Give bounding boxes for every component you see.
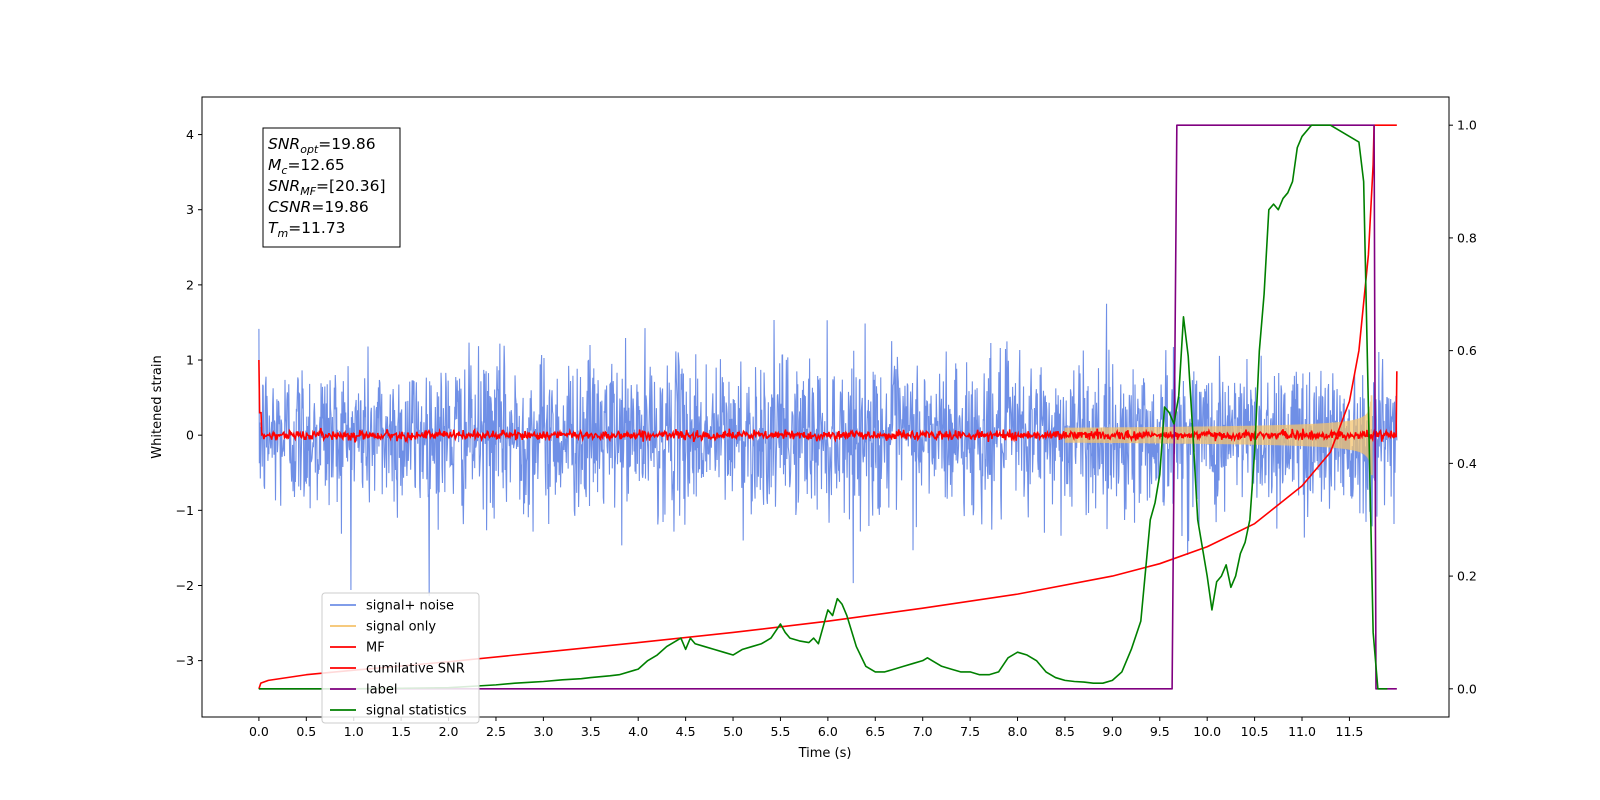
legend-label: signal statistics bbox=[366, 704, 467, 719]
info-symbol: CSNR bbox=[268, 198, 311, 216]
info-value: =19.86 bbox=[311, 198, 368, 216]
info-line: Mc=12.65 bbox=[268, 156, 345, 177]
x-tick-label: 0.0 bbox=[249, 724, 269, 739]
y2-tick-label: 1.0 bbox=[1457, 118, 1477, 133]
x-tick-label: 11.5 bbox=[1336, 724, 1364, 739]
x-tick-label: 1.5 bbox=[391, 724, 411, 739]
info-symbol: SNR bbox=[268, 135, 300, 153]
y-axis-left: −3 −2 −1 0 1 2 3 4 bbox=[176, 127, 202, 668]
y2-tick-label: 0.8 bbox=[1457, 230, 1477, 245]
y2-tick-label: 0.2 bbox=[1457, 569, 1477, 584]
x-tick-label: 1.0 bbox=[344, 724, 364, 739]
y-tick-label: 2 bbox=[186, 277, 194, 292]
y-tick-label: 4 bbox=[186, 127, 194, 142]
info-line: CSNR=19.86 bbox=[268, 198, 369, 216]
x-tick-label: 8.0 bbox=[1008, 724, 1028, 739]
x-tick-label: 2.5 bbox=[486, 724, 506, 739]
info-subscript: MF bbox=[300, 185, 316, 198]
info-line: Tm=11.73 bbox=[268, 219, 346, 240]
info-value: =11.73 bbox=[288, 219, 345, 237]
legend-entry: signal+ noise bbox=[330, 599, 454, 614]
x-tick-label: 9.0 bbox=[1102, 724, 1122, 739]
x-tick-label: 4.5 bbox=[676, 724, 696, 739]
series-signal-statistics bbox=[258, 124, 1388, 690]
x-axis-label: Time (s) bbox=[798, 746, 852, 761]
info-value: =[20.36] bbox=[316, 177, 385, 195]
info-symbol: SNR bbox=[268, 177, 300, 195]
legend: signal+ noise signal only MF cumilative SNR… bbox=[321, 592, 480, 724]
x-tick-label: 11.0 bbox=[1288, 724, 1316, 739]
info-value: =12.65 bbox=[287, 156, 344, 174]
series-signal-plus-noise bbox=[258, 303, 1398, 596]
info-subscript: m bbox=[277, 227, 288, 240]
legend-frame bbox=[321, 592, 480, 724]
y-tick-label: −3 bbox=[176, 653, 194, 668]
info-box-frame bbox=[262, 127, 401, 248]
legend-label: signal only bbox=[366, 620, 436, 635]
y-axis-right: 0.0 0.2 0.4 0.6 0.8 1.0 bbox=[1449, 118, 1477, 696]
info-symbol: T bbox=[268, 219, 279, 237]
x-tick-label: 0.5 bbox=[296, 724, 316, 739]
y-tick-label: −1 bbox=[176, 503, 194, 518]
x-tick-label: 10.0 bbox=[1193, 724, 1221, 739]
x-tick-label: 5.0 bbox=[723, 724, 743, 739]
x-tick-label: 2.0 bbox=[439, 724, 459, 739]
info-subscript: opt bbox=[300, 143, 319, 156]
y-tick-label: −2 bbox=[176, 578, 194, 593]
info-value: =19.86 bbox=[318, 135, 375, 153]
x-tick-label: 10.5 bbox=[1241, 724, 1269, 739]
y2-tick-label: 0.4 bbox=[1457, 456, 1477, 471]
info-line: SNRopt=19.86 bbox=[268, 135, 376, 156]
x-tick-label: 7.5 bbox=[960, 724, 980, 739]
info-symbol: M bbox=[268, 156, 281, 174]
legend-entry: signal only bbox=[330, 620, 436, 635]
info-line: SNRMF=[20.36] bbox=[268, 177, 386, 198]
x-tick-label: 7.0 bbox=[913, 724, 933, 739]
legend-entry: cumilative SNR bbox=[330, 662, 465, 677]
legend-label: label bbox=[366, 683, 397, 698]
x-tick-label: 3.5 bbox=[581, 724, 601, 739]
x-tick-label: 6.0 bbox=[818, 724, 838, 739]
y-tick-label: 0 bbox=[186, 428, 194, 443]
x-tick-label: 6.5 bbox=[865, 724, 885, 739]
y-tick-label: 3 bbox=[186, 202, 194, 217]
x-axis: 0.0 0.5 1.0 1.5 2.0 2.5 3.0 3.5 4.0 4.5 5.0 5.5 6.0 6… bbox=[249, 717, 1363, 739]
x-tick-label: 5.5 bbox=[771, 724, 791, 739]
y-tick-label: 1 bbox=[186, 353, 194, 368]
legend-entry: signal statistics bbox=[330, 704, 467, 719]
y2-tick-label: 0.6 bbox=[1457, 343, 1477, 358]
x-tick-label: 8.5 bbox=[1055, 724, 1075, 739]
info-subscript: c bbox=[281, 164, 287, 177]
legend-entry: label bbox=[330, 683, 397, 698]
x-tick-label: 4.0 bbox=[628, 724, 648, 739]
x-tick-label: 3.0 bbox=[533, 724, 553, 739]
legend-entry: MF bbox=[330, 641, 385, 656]
info-box: SNRopt=19.86Mc=12.65SNRMF=[20.36]CSNR=19… bbox=[262, 127, 401, 248]
plot-frame bbox=[201, 96, 1450, 718]
legend-label: signal+ noise bbox=[366, 599, 454, 614]
series-mf bbox=[258, 360, 1398, 444]
x-tick-label: 9.5 bbox=[1150, 724, 1170, 739]
legend-label: MF bbox=[366, 641, 385, 656]
legend-entries: signal+ noise signal only MF cumilative SNR… bbox=[330, 599, 467, 719]
y2-tick-label: 0.0 bbox=[1457, 681, 1477, 696]
y-axis-label: Whitened strain bbox=[150, 355, 165, 458]
legend-label: cumilative SNR bbox=[366, 662, 465, 677]
info-lines: SNRopt=19.86Mc=12.65SNRMF=[20.36]CSNR=19… bbox=[268, 135, 386, 240]
